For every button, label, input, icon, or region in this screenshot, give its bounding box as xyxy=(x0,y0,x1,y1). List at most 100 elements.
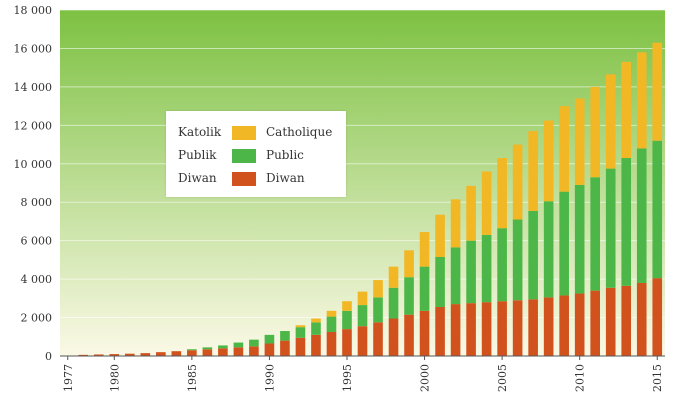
bar-diwan-2006 xyxy=(512,300,523,356)
bar-diwan-2000 xyxy=(419,310,430,356)
bar-catholique-2002 xyxy=(450,199,461,248)
bar-public-1985 xyxy=(187,349,197,351)
bar-catholique-2001 xyxy=(435,214,445,258)
bar-public-1999 xyxy=(404,277,414,315)
bars xyxy=(62,42,663,357)
bar-diwan-1979 xyxy=(93,354,104,356)
bar-diwan-1985 xyxy=(187,350,197,356)
bar-diwan-1997 xyxy=(373,322,383,356)
legend-item-public: Publik Public xyxy=(166,146,346,166)
y-tick-label: 2 000 xyxy=(21,312,53,325)
bar-public-2000 xyxy=(419,266,430,311)
bar-diwan-1987 xyxy=(218,348,228,356)
bar-catholique-1998 xyxy=(388,266,399,288)
x-tick-label: 1980 xyxy=(108,364,121,392)
x-tick-label: 2005 xyxy=(496,364,509,392)
bar-catholique-1995 xyxy=(342,301,352,311)
bar-diwan-1989 xyxy=(249,346,259,356)
bar-diwan-1982 xyxy=(140,353,151,356)
bar-public-2011 xyxy=(590,177,601,291)
x-tick-label: 1995 xyxy=(341,364,354,392)
bar-public-1988 xyxy=(233,342,244,348)
bar-catholique-2012 xyxy=(605,74,616,169)
bar-public-1995 xyxy=(342,310,352,330)
bar-public-1998 xyxy=(388,287,399,319)
bar-public-2014 xyxy=(636,148,647,283)
bar-catholique-1997 xyxy=(373,280,383,298)
bar-public-2012 xyxy=(605,168,616,288)
bar-diwan-1990 xyxy=(264,343,275,356)
bar-public-1987 xyxy=(218,345,228,349)
legend-item-catholique: Katolik Catholique xyxy=(166,123,346,143)
bar-catholique-2006 xyxy=(512,144,523,220)
bar-catholique-2005 xyxy=(497,158,507,229)
bar-catholique-2014 xyxy=(636,52,647,149)
legend-label-publik: Publik xyxy=(178,148,217,162)
y-tick-label: 0 xyxy=(45,350,52,363)
legend-swatch-catholique xyxy=(232,126,256,140)
bar-public-1997 xyxy=(373,297,383,323)
bar-diwan-2010 xyxy=(574,293,585,356)
y-tick-label: 10 000 xyxy=(14,158,53,171)
bar-diwan-1999 xyxy=(404,314,414,356)
bar-diwan-1993 xyxy=(311,334,321,356)
bar-public-1993 xyxy=(311,322,321,335)
bar-public-1994 xyxy=(326,316,337,332)
y-tick-label: 4 000 xyxy=(21,273,53,286)
grid-lines xyxy=(60,9,665,319)
bar-diwan-1995 xyxy=(342,329,352,356)
bar-public-2005 xyxy=(497,228,507,302)
bar-catholique-2011 xyxy=(590,86,601,178)
x-tick-label: 2015 xyxy=(651,364,664,392)
y-axis-ticks: 0 2 000 4 000 6 000 8 000 10 000 12 000 14 000 1… xyxy=(14,4,53,363)
x-tick-label: 2010 xyxy=(574,364,587,392)
bar-public-1986 xyxy=(202,347,213,350)
bar-public-2009 xyxy=(559,191,569,296)
bar-public-1996 xyxy=(357,305,368,327)
bar-diwan-1986 xyxy=(202,349,213,356)
bar-catholique-2000 xyxy=(419,232,430,267)
legend-label-katolik: Katolik xyxy=(178,125,222,139)
bar-public-2004 xyxy=(481,234,492,303)
bar-catholique-1996 xyxy=(357,291,368,306)
bar-diwan-2002 xyxy=(450,304,461,356)
bar-diwan-1983 xyxy=(156,352,166,356)
legend-item-diwan: Diwan Diwan xyxy=(166,169,346,189)
bar-public-1989 xyxy=(249,339,259,347)
bar-public-2001 xyxy=(435,257,445,307)
bar-diwan-1994 xyxy=(326,331,337,356)
bar-catholique-1993 xyxy=(311,318,321,323)
bar-catholique-1999 xyxy=(404,250,414,278)
y-tick-label: 12 000 xyxy=(14,119,53,132)
bar-diwan-1998 xyxy=(388,318,399,356)
x-tick-label: 1977 xyxy=(62,364,75,392)
bar-diwan-2011 xyxy=(590,290,601,356)
bar-diwan-2004 xyxy=(481,302,492,356)
bar-diwan-1991 xyxy=(280,340,290,356)
bar-diwan-2001 xyxy=(435,306,445,356)
bar-catholique-1992 xyxy=(295,325,306,328)
bar-diwan-1978 xyxy=(78,354,89,356)
y-tick-label: 16 000 xyxy=(14,42,53,55)
bar-public-2002 xyxy=(450,247,461,305)
legend-swatch-public xyxy=(232,149,256,163)
bar-catholique-2013 xyxy=(621,61,632,159)
bar-public-2003 xyxy=(466,240,476,304)
y-tick-label: 6 000 xyxy=(21,235,53,248)
x-tick-label: 1985 xyxy=(186,364,199,392)
bar-diwan-1992 xyxy=(295,337,306,356)
bar-public-2008 xyxy=(543,201,554,298)
bar-catholique-2004 xyxy=(481,171,492,235)
bar-diwan-2005 xyxy=(497,301,507,356)
bar-public-2006 xyxy=(512,219,523,301)
y-tick-label: 18 000 xyxy=(14,4,53,17)
bar-catholique-2007 xyxy=(528,131,538,211)
bar-diwan-2007 xyxy=(528,299,538,356)
bar-diwan-1980 xyxy=(109,354,120,356)
bar-diwan-2013 xyxy=(621,285,632,356)
bar-public-1992 xyxy=(295,327,306,338)
bar-public-2010 xyxy=(574,184,585,294)
bar-public-2015 xyxy=(652,140,663,279)
bar-diwan-1988 xyxy=(233,347,244,356)
bar-diwan-1996 xyxy=(357,326,368,356)
